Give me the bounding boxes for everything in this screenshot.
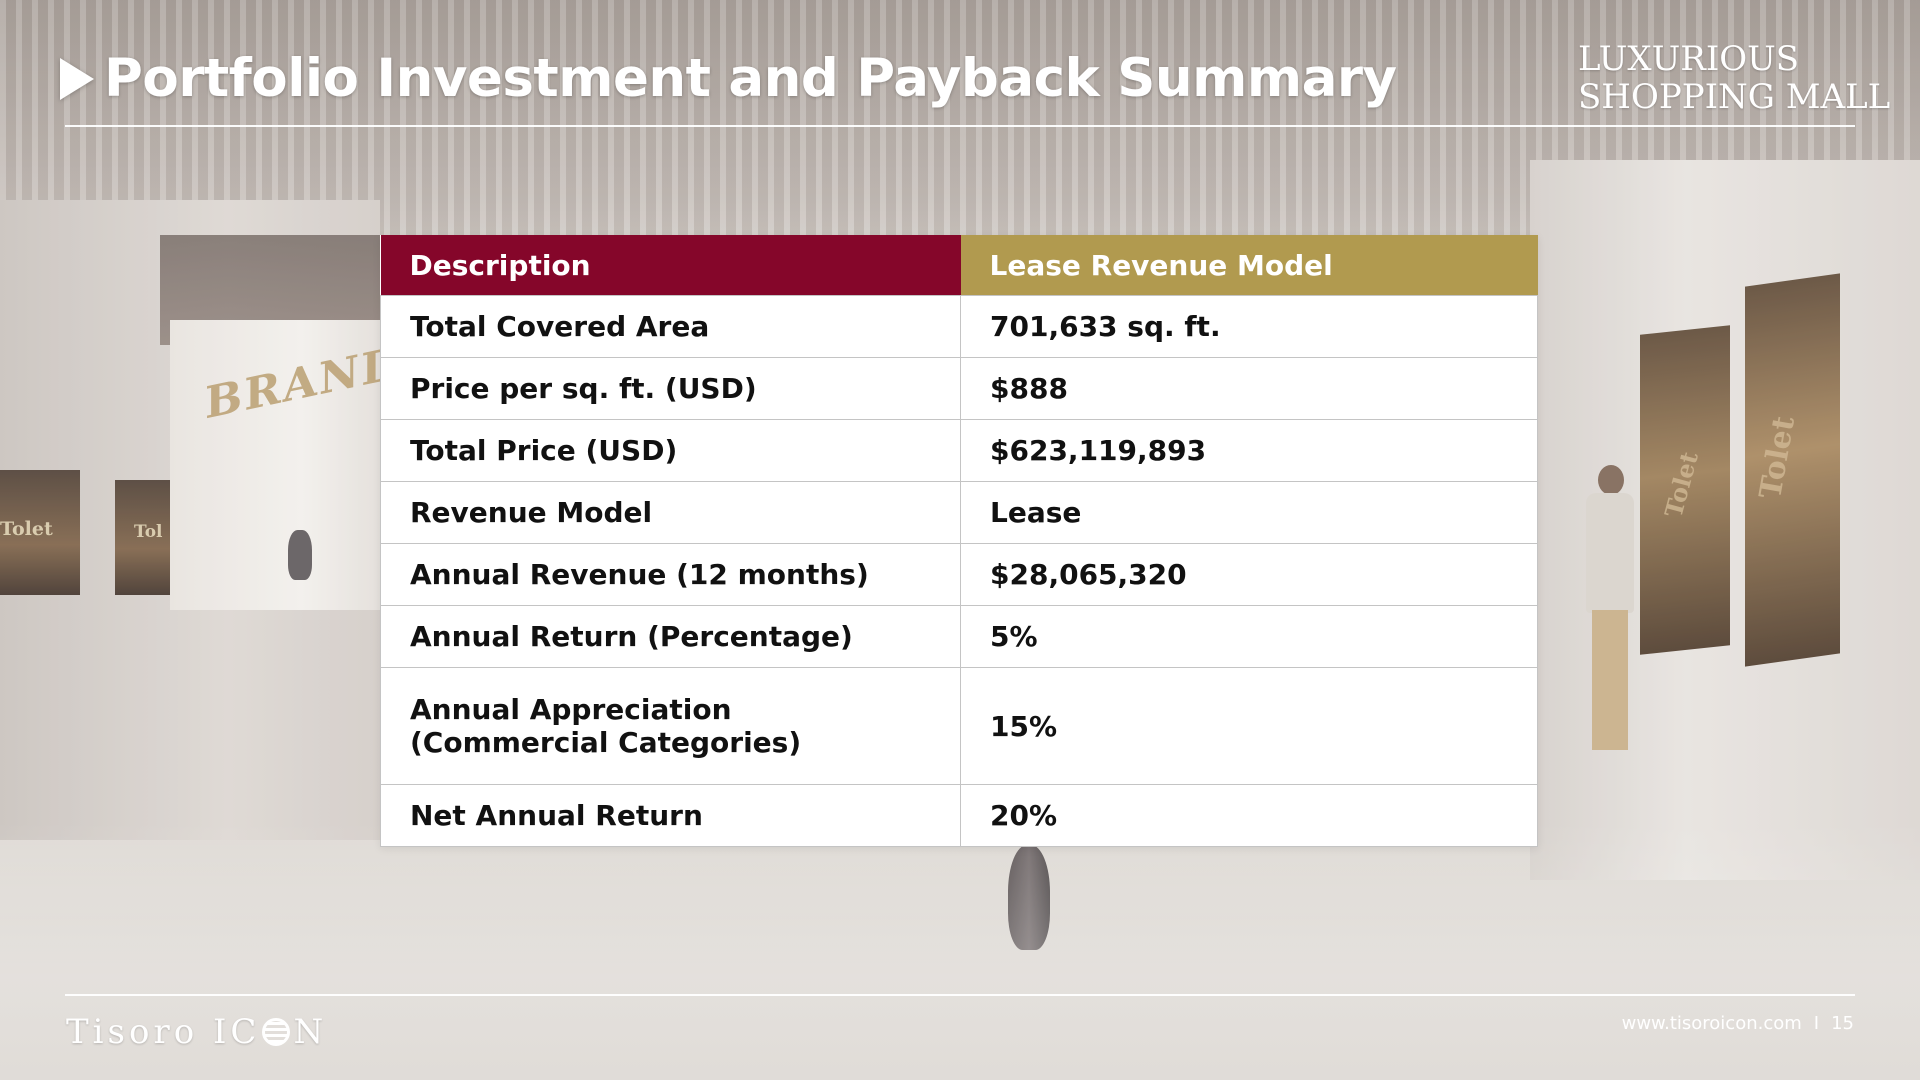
row-value: $28,065,320	[960, 543, 1538, 606]
brand-wordmark: LUXURIOUS SHOPPING MALL	[1578, 40, 1890, 116]
row-label: Annual Revenue (12 months)	[380, 543, 961, 606]
page-number: 15	[1831, 1013, 1854, 1034]
footer-separator: I	[1813, 1013, 1820, 1034]
row-value: $888	[960, 357, 1538, 420]
shopfront-left-1	[0, 470, 80, 595]
footer-info: www.tisoroicon.com I 15	[1622, 1013, 1854, 1034]
table-row: Annual Return (Percentage) 5%	[380, 605, 1538, 668]
footer-divider	[65, 994, 1855, 996]
table-row: Net Annual Return 20%	[380, 784, 1538, 847]
brand-line-1: LUXURIOUS	[1578, 39, 1800, 79]
investment-summary-table: Description Lease Revenue Model Total Co…	[380, 235, 1538, 847]
header-lease-revenue-model: Lease Revenue Model	[960, 235, 1538, 296]
row-label-line-1: Annual Appreciation	[410, 693, 732, 726]
table-row: Revenue Model Lease	[380, 481, 1538, 544]
shopfront-left-2	[115, 480, 170, 595]
row-value: Lease	[960, 481, 1538, 544]
footer-logo: Tisoro IC N	[66, 1012, 327, 1052]
brand-line-2: SHOPPING MALL	[1578, 77, 1891, 117]
vase-left	[288, 530, 312, 580]
footer-logo-prefix: Tisoro IC	[66, 1012, 261, 1052]
play-arrow-icon	[60, 57, 94, 100]
page-title-text: Portfolio Investment and Payback Summary	[104, 48, 1397, 109]
row-value: $623,119,893	[960, 419, 1538, 482]
table-row: Total Covered Area 701,633 sq. ft.	[380, 295, 1538, 358]
globe-icon	[262, 1018, 291, 1046]
vase-center	[1008, 845, 1050, 950]
row-label: Price per sq. ft. (USD)	[380, 357, 961, 420]
row-value: 15%	[960, 667, 1538, 785]
tolet-sign-left-1: Tolet	[0, 518, 53, 540]
table-header-row: Description Lease Revenue Model	[380, 235, 1538, 296]
footer-logo-suffix: N	[293, 1012, 328, 1052]
floor	[0, 820, 1920, 1080]
footer-website-link[interactable]: www.tisoroicon.com	[1621, 1013, 1802, 1034]
row-label: Revenue Model	[380, 481, 961, 544]
tolet-sign-left-2: Tol	[134, 522, 163, 542]
page-title: Portfolio Investment and Payback Summary	[60, 48, 1397, 109]
row-label: Annual Return (Percentage)	[380, 605, 961, 668]
row-label: Total Price (USD)	[380, 419, 961, 482]
row-label-line-2: (Commercial Categories)	[410, 726, 802, 759]
row-label: Net Annual Return	[380, 784, 961, 847]
table-row: Annual Revenue (12 months) $28,065,320	[380, 543, 1538, 606]
row-label: Annual Appreciation (Commercial Categori…	[380, 667, 961, 785]
row-value: 701,633 sq. ft.	[960, 295, 1538, 358]
brand-kiosk	[170, 320, 390, 610]
table-row: Price per sq. ft. (USD) $888	[380, 357, 1538, 420]
header-divider	[65, 125, 1855, 127]
header-description: Description	[380, 235, 961, 296]
person-figure	[1580, 465, 1640, 765]
row-value: 5%	[960, 605, 1538, 668]
row-label: Total Covered Area	[380, 295, 961, 358]
table-row: Annual Appreciation (Commercial Categori…	[380, 667, 1538, 785]
row-value: 20%	[960, 784, 1538, 847]
table-row: Total Price (USD) $623,119,893	[380, 419, 1538, 482]
